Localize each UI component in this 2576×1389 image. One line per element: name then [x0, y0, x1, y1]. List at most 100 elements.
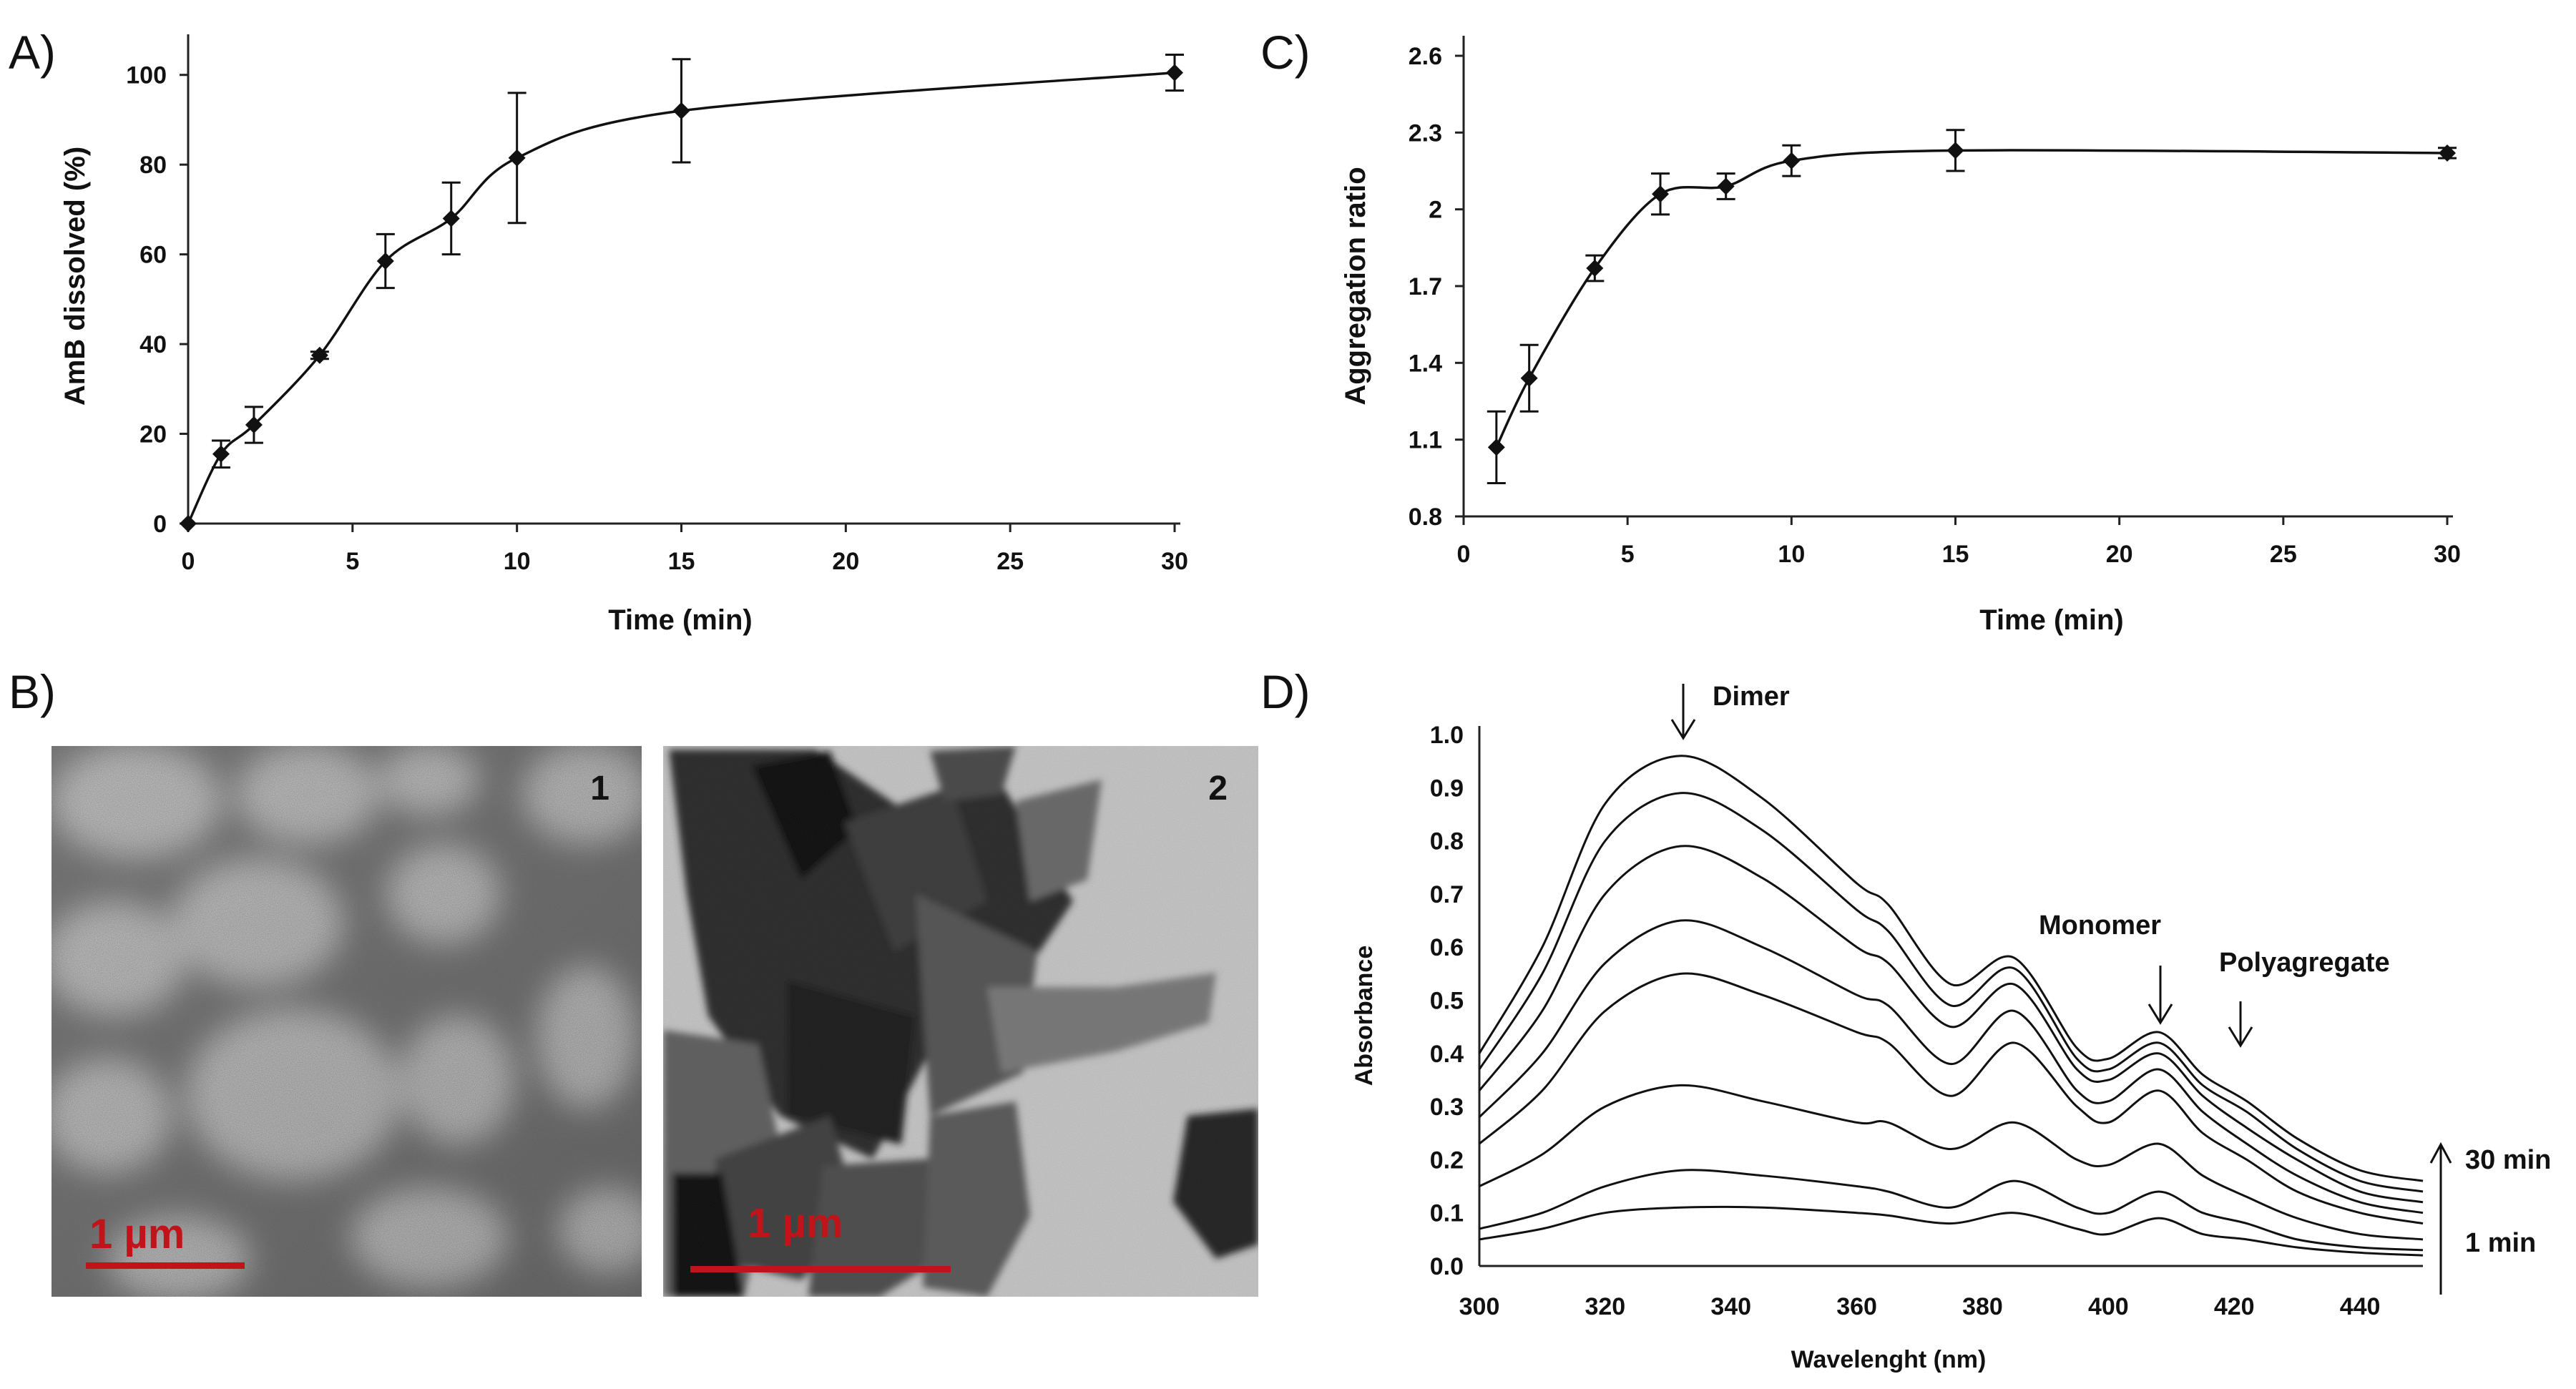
panel-label-a: A)	[9, 26, 56, 79]
panel-label-b: B)	[9, 665, 56, 718]
chart-c-x-tick-label: 25	[2270, 541, 2297, 568]
chart-c-x-axis-title: Time (min)	[1979, 604, 2124, 636]
chart-c-x-tick-label: 0	[1457, 541, 1471, 568]
chart-c-data-point	[1586, 259, 1604, 277]
chart-a-data-point	[245, 416, 263, 433]
annotation-1-min: 1 min	[2465, 1228, 2536, 1258]
chart-d-series-line	[1478, 792, 2424, 1193]
chart-c-data-point	[2439, 144, 2456, 162]
chart-d-y-tick-label: 0.0	[1430, 1253, 1464, 1280]
chart-d-x-tick-label: 380	[1962, 1293, 2003, 1320]
chart-d-y-tick-label: 0.7	[1430, 881, 1464, 908]
chart-d-x-tick-label: 300	[1459, 1293, 1500, 1320]
chart-a-x-tick-label: 15	[668, 548, 695, 575]
chart-a-data-point	[442, 210, 460, 227]
chart-d-y-tick-label: 0.1	[1430, 1200, 1464, 1227]
micrograph-2: 2 1 µm	[663, 746, 1258, 1297]
chart-c-data-point	[1652, 185, 1669, 203]
chart-d-series-line	[1478, 845, 2424, 1204]
chart-a-x-tick-label: 0	[182, 548, 195, 575]
chart-c-x-tick-label: 20	[2106, 541, 2133, 568]
chart-c-data-point	[1783, 152, 1801, 170]
chart-d-y-tick-label: 0.4	[1430, 1041, 1464, 1068]
chart-d-y-tick-label: 1.0	[1430, 722, 1464, 749]
annotation-30-min: 30 min	[2465, 1145, 2551, 1175]
chart-a-data-point	[508, 149, 526, 167]
chart-d-series-line	[1479, 1169, 2424, 1252]
arrow-monomer-head	[2148, 1003, 2173, 1025]
chart-c-x-tick-label: 30	[2434, 541, 2461, 568]
chart-c-y-tick-label: 2.3	[1409, 119, 1442, 147]
chart-c-data-point	[1717, 177, 1735, 195]
chart-a-data-point	[376, 252, 394, 270]
chart-c-y-axis-title: Aggregation ratio	[1340, 167, 1371, 405]
annotation-polyagregate: Polyagregate	[2219, 948, 2390, 978]
micrograph-1-scale-label: 1 µm	[89, 1211, 185, 1257]
chart-a-x-tick-label: 5	[346, 548, 359, 575]
chart-c-data-point	[1946, 142, 1964, 159]
chart-c-y-tick-label: 0.8	[1409, 504, 1442, 531]
chart-a-y-tick-label: 80	[139, 152, 167, 179]
micrograph-2-number: 2	[1208, 770, 1228, 808]
chart-c-series-line	[1495, 149, 2448, 448]
chart-d-x-axis-title: Wavelenght (nm)	[1791, 1346, 1987, 1373]
panel-label-d: D)	[1260, 665, 1311, 718]
chart-d-series-line	[1479, 1205, 2424, 1257]
chart-d-y-tick-label: 0.8	[1430, 828, 1464, 855]
chart-c-data-point	[1520, 369, 1538, 387]
chart-c-x-tick-label: 10	[1778, 541, 1805, 568]
chart-d-y-tick-label: 0.6	[1430, 934, 1464, 961]
chart-a-series-line	[187, 71, 1175, 524]
chart-d-y-tick-label: 0.2	[1430, 1147, 1464, 1174]
chart-a-data-point	[180, 515, 197, 532]
chart-a-x-tick-label: 20	[832, 548, 859, 575]
chart-a-x-tick-label: 25	[996, 548, 1024, 575]
micrograph-2-scale-bar	[690, 1266, 951, 1272]
chart-d-x-tick-label: 340	[1710, 1293, 1751, 1320]
chart-d-x-tick-label: 360	[1836, 1293, 1877, 1320]
chart-c-y-tick-label: 2	[1429, 197, 1442, 224]
chart-a-data-point	[310, 346, 328, 364]
chart-a-y-tick-label: 100	[126, 62, 167, 89]
annotation-dimer: Dimer	[1713, 682, 1790, 712]
chart-d-x-tick-label: 420	[2214, 1293, 2255, 1320]
chart-d-x-tick-label: 440	[2340, 1293, 2381, 1320]
chart-a-x-axis-title: Time (min)	[608, 604, 753, 636]
chart-a-y-tick-label: 20	[139, 421, 167, 448]
micrograph-2-scale-label: 1 µm	[748, 1200, 843, 1247]
chart-c-x-tick-label: 15	[1942, 541, 1969, 568]
chart-d-series-line	[1479, 1084, 2424, 1241]
chart-c-y-tick-label: 2.6	[1409, 43, 1442, 70]
panel-label-c: C)	[1260, 26, 1311, 79]
chart-d-series-line	[1479, 972, 2424, 1225]
chart-d-series-line	[1478, 755, 2424, 1182]
chart-c-y-tick-label: 1.7	[1409, 273, 1442, 300]
chart-a-x-tick-label: 30	[1161, 548, 1188, 575]
chart-d: 300 320 340 360 380 400 420 440 0.0 0.1 0.2 0.3 0.4 0…	[1351, 682, 2551, 1373]
chart-a-y-axis-title: AmB dissolved (%)	[59, 147, 91, 406]
chart-c: 0 5 10 15 20 25 30 0.8 1.1 1.4 1.7 2 2.3 2.6 Time (mi…	[1340, 36, 2461, 636]
chart-c-data-point	[1487, 438, 1505, 456]
annotation-monomer: Monomer	[2039, 911, 2161, 941]
chart-c-x-tick-label: 5	[1621, 541, 1635, 568]
chart-c-y-tick-label: 1.1	[1409, 427, 1442, 454]
chart-a-y-tick-label: 0	[153, 511, 167, 538]
chart-d-y-tick-label: 0.9	[1430, 775, 1464, 802]
chart-d-y-tick-label: 0.3	[1430, 1094, 1464, 1121]
chart-a-data-point	[212, 445, 230, 463]
micrograph-1-number: 1	[590, 770, 609, 808]
chart-d-x-tick-label: 400	[2088, 1293, 2129, 1320]
chart-d-y-tick-label: 0.5	[1430, 988, 1464, 1015]
chart-a-x-tick-label: 10	[504, 548, 531, 575]
chart-d-x-tick-label: 320	[1585, 1293, 1625, 1320]
chart-c-y-tick-label: 1.4	[1409, 350, 1442, 377]
micrograph-1: 1 1 µm	[52, 746, 642, 1297]
arrow-polyagregate-head	[2228, 1026, 2253, 1048]
chart-a-y-tick-label: 60	[139, 242, 167, 269]
chart-d-y-axis-title: Absorbance	[1351, 946, 1378, 1086]
chart-a-y-tick-label: 40	[139, 331, 167, 358]
arrow-time-head	[2429, 1142, 2452, 1164]
micrograph-1-scale-bar	[86, 1262, 245, 1269]
chart-a: 0 5 10 15 20 25 30 0 20 40 60 80 100 Time (min) AmB …	[59, 34, 1188, 636]
